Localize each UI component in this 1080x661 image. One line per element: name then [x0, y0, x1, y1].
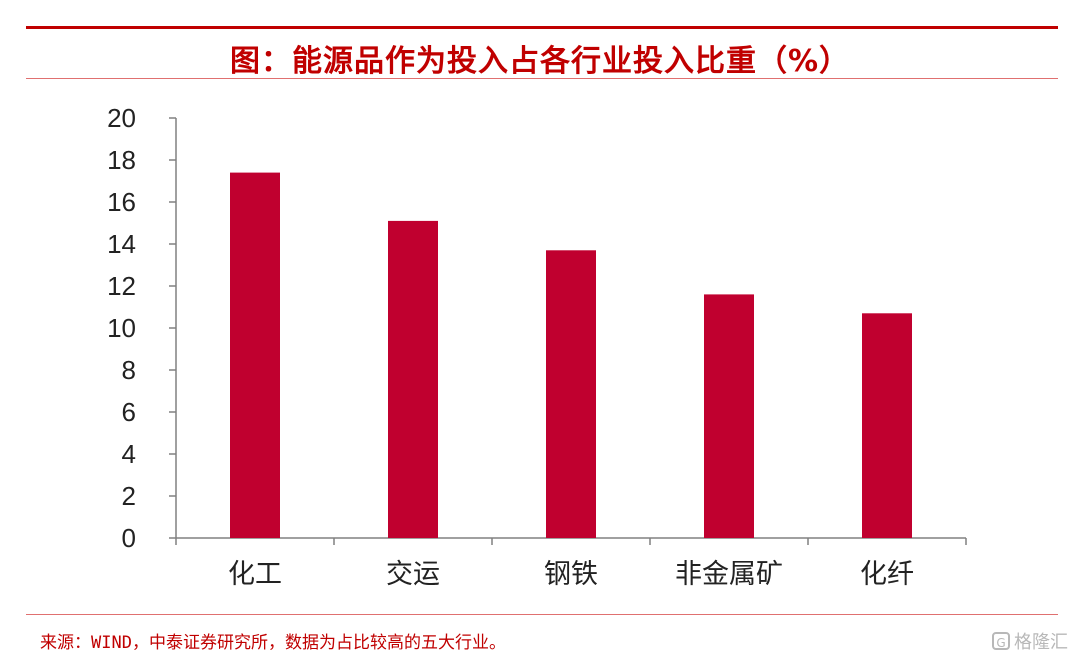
bar	[704, 294, 754, 538]
y-tick-label: 10	[107, 313, 136, 343]
watermark-logo-icon: G	[992, 632, 1010, 650]
y-tick-label: 8	[122, 355, 136, 385]
watermark: G 格隆汇	[992, 628, 1068, 654]
y-tick-label: 0	[122, 523, 136, 553]
x-tick-label: 钢铁	[544, 559, 598, 590]
source-note: 来源：WIND，中泰证券研究所，数据为占比较高的五大行业。	[40, 633, 506, 653]
y-tick-label: 2	[122, 481, 136, 511]
bars	[230, 172, 912, 539]
bar	[230, 172, 280, 538]
chart-title: 图：能源品作为投入占各行业投入比重（%）	[229, 44, 851, 79]
top-rule	[26, 26, 1058, 29]
y-axis: 0 2 4 6 8 10 12 14 16 18 20	[107, 103, 177, 553]
x-tick-label: 化纤	[860, 559, 914, 590]
footer-divider	[26, 614, 1058, 615]
y-tick-label: 12	[107, 271, 136, 301]
watermark-text: 格隆汇	[1014, 632, 1068, 653]
bar	[862, 313, 912, 538]
x-tick-label: 化工	[228, 559, 282, 590]
y-tick-label: 6	[122, 397, 136, 427]
bar	[388, 220, 438, 538]
title-divider	[26, 78, 1058, 79]
y-tick-label: 4	[122, 439, 136, 469]
y-tick-label: 16	[107, 187, 136, 217]
y-tick-label: 18	[107, 145, 136, 175]
x-axis: 化工 交运 钢铁 非金属矿 化纤	[175, 537, 967, 590]
bar	[546, 250, 596, 539]
y-tick-label: 14	[107, 229, 136, 259]
x-tick-label: 交运	[386, 559, 440, 590]
x-tick-label: 非金属矿	[675, 559, 783, 590]
y-tick-label: 20	[107, 103, 136, 133]
